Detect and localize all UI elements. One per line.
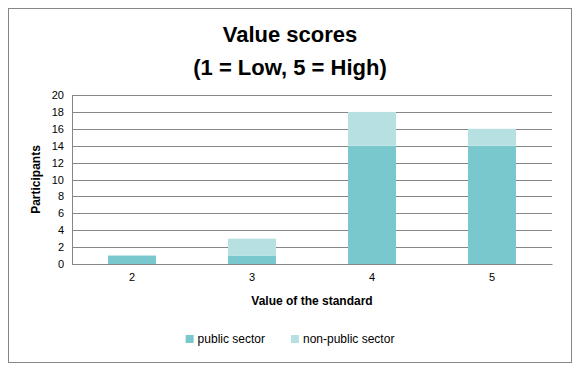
y-tick: 14	[52, 140, 72, 152]
x-tick: 2	[129, 264, 135, 283]
legend-item: non-public sector	[291, 332, 394, 346]
y-tick: 10	[52, 174, 72, 186]
x-tick: 5	[489, 264, 495, 283]
bar	[228, 256, 276, 264]
x-tick: 3	[249, 264, 255, 283]
x-tick-label: 5	[489, 271, 495, 283]
y-tick-label: 18	[52, 106, 64, 118]
y-tick: 18	[52, 106, 72, 118]
y-tick-label: 8	[58, 190, 64, 202]
legend-swatch	[186, 335, 194, 343]
y-axis-line	[72, 96, 73, 265]
y-tick: 16	[52, 123, 72, 135]
y-tick-label: 6	[58, 207, 64, 219]
legend: public sector non-public sector	[186, 332, 395, 346]
x-axis: 2 3 4 5	[73, 264, 553, 283]
legend-swatch	[291, 335, 299, 343]
grid-line	[72, 112, 552, 113]
bar	[468, 129, 516, 146]
y-tick: 4	[58, 224, 72, 236]
bar	[348, 146, 396, 264]
y-tick: 2	[58, 241, 72, 253]
y-tick-label: 20	[52, 89, 64, 101]
grid	[72, 96, 552, 265]
y-tick: 12	[52, 157, 72, 169]
bars	[108, 112, 516, 264]
y-tick-label: 10	[52, 174, 64, 186]
y-tick: 0	[58, 258, 72, 270]
y-tick-label: 16	[52, 123, 64, 135]
y-tick: 20	[52, 89, 72, 101]
subtitle: (1 = Low, 5 = High)	[193, 55, 387, 80]
y-tick: 8	[58, 190, 72, 202]
x-tick-label: 3	[249, 271, 255, 283]
legend-item: public sector	[186, 332, 265, 346]
bar	[108, 256, 156, 264]
series	[228, 112, 516, 256]
bar	[468, 146, 516, 264]
legend-label: public sector	[198, 332, 265, 346]
x-tick-label: 2	[129, 271, 135, 283]
x-axis-title: Value of the standard	[251, 294, 372, 308]
y-tick-label: 14	[52, 140, 64, 152]
bar	[348, 112, 396, 146]
grid-line	[72, 264, 552, 265]
y-axis: 0 2 4 6 8 10 12 14 16 18 20	[52, 89, 73, 270]
chart-border	[9, 9, 572, 363]
y-tick-label: 12	[52, 157, 64, 169]
x-tick: 4	[369, 264, 375, 283]
title: Value scores	[223, 22, 358, 47]
chart: Value scores (1 = Low, 5 = High) 0 2 4 6 8 10 12…	[0, 0, 580, 371]
y-tick-label: 2	[58, 241, 64, 253]
x-tick-label: 4	[369, 271, 375, 283]
legend-label: non-public sector	[303, 332, 394, 346]
bar	[228, 239, 276, 256]
y-tick-label: 0	[58, 258, 64, 270]
y-tick: 6	[58, 207, 72, 219]
series	[108, 146, 516, 264]
y-axis-title: Participants	[29, 145, 43, 214]
y-tick-label: 4	[58, 224, 64, 236]
grid-line	[72, 95, 552, 96]
bar	[108, 255, 156, 256]
x-axis-line	[73, 264, 553, 265]
